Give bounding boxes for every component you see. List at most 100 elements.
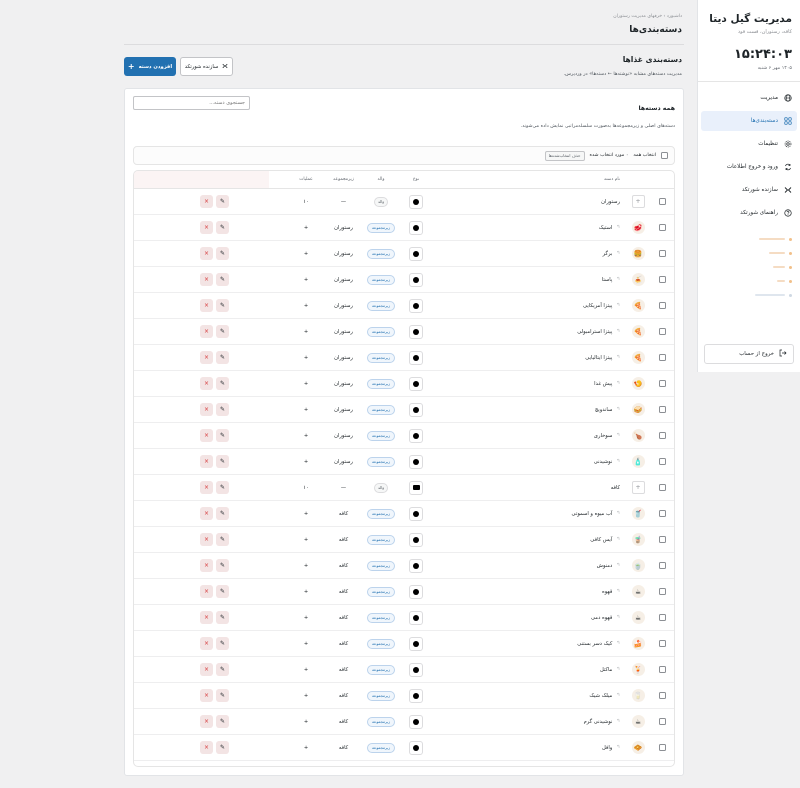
delete-selected-button[interactable]: حذف انتخاب‌شده‌ها [544,150,585,161]
edit-button[interactable]: ✎ [216,325,229,338]
edit-button[interactable]: ✎ [216,481,229,494]
delete-button[interactable]: × [200,351,213,364]
edit-button[interactable]: ✎ [216,429,229,442]
indent-icon: ↰ [616,433,620,438]
delete-button[interactable]: × [200,715,213,728]
indent-icon: ↰ [616,641,620,646]
row-checkbox[interactable] [658,224,666,231]
edit-button[interactable]: ✎ [216,403,229,416]
row-checkbox[interactable] [658,510,666,517]
type-indicator [409,584,423,599]
header-divider [124,44,684,45]
category-name: پیتزا ایتالیایی [585,354,613,361]
row-checkbox[interactable] [658,406,666,413]
hierarchy-badge: زیرمجموعه [367,430,395,441]
edit-button[interactable]: ✎ [216,637,229,650]
logout-button[interactable]: خروج از حساب [704,344,794,364]
edit-button[interactable]: ✎ [216,715,229,728]
edit-button[interactable]: ✎ [216,221,229,234]
delete-button[interactable]: × [200,481,213,494]
row-checkbox[interactable] [658,692,666,699]
row-checkbox[interactable] [658,328,666,335]
edit-button[interactable]: ✎ [216,273,229,286]
row-checkbox[interactable] [658,614,666,621]
categories-table: نام دسته نوع والد زیرمجموعه عملیات + رستو… [133,170,675,767]
sidebar-item-shortcode-help[interactable]: راهنمای شورتکد [701,203,797,223]
delete-button[interactable]: × [200,559,213,572]
delete-button[interactable]: × [200,507,213,520]
delete-button[interactable]: × [200,429,213,442]
edit-button[interactable]: ✎ [216,559,229,572]
delete-button[interactable]: × [200,663,213,676]
edit-button[interactable]: ✎ [216,611,229,624]
sidebar-item-settings[interactable]: تنظیمات [701,134,797,154]
delete-button[interactable]: × [200,689,213,702]
edit-button[interactable]: ✎ [216,455,229,468]
row-checkbox[interactable] [658,744,666,751]
row-checkbox[interactable] [658,354,666,361]
row-checkbox[interactable] [658,536,666,543]
indent-icon: ↰ [616,563,620,568]
row-checkbox[interactable] [658,666,666,673]
edit-button[interactable]: ✎ [216,741,229,754]
edit-button[interactable]: ✎ [216,377,229,390]
sidebar-item-dashboard[interactable]: مدیریت [701,88,797,108]
row-checkbox[interactable] [658,302,666,309]
delete-button[interactable]: × [200,221,213,234]
edit-button[interactable]: ✎ [216,585,229,598]
delete-button[interactable]: × [200,741,213,754]
table-row: 🥛 ↰ میلک شیک زیرمجموعه کافه + × ✎ [134,683,674,709]
delete-button[interactable]: × [200,533,213,546]
select-all-checkbox[interactable] [661,152,668,159]
row-checkbox[interactable] [658,484,666,491]
delete-button[interactable]: × [200,299,213,312]
table-row: 🍰 ↰ کیک دسر بستنی زیرمجموعه کافه + × ✎ [134,631,674,657]
row-checkbox[interactable] [658,562,666,569]
globe-icon [783,94,792,103]
sidebar-item-label: دسته‌بندی‌ها [750,118,778,124]
sidebar-item-shortcode-builder[interactable]: سازنده شورتکد [701,180,797,200]
hierarchy-badge: زیرمجموعه [367,456,395,467]
indent-icon: ↰ [616,589,620,594]
row-checkbox[interactable] [658,198,666,205]
item-count: + [303,536,309,543]
edit-button[interactable]: ✎ [216,247,229,260]
edit-button[interactable]: ✎ [216,689,229,702]
row-checkbox[interactable] [658,458,666,465]
row-checkbox[interactable] [658,250,666,257]
edit-button[interactable]: ✎ [216,195,229,208]
edit-button[interactable]: ✎ [216,299,229,312]
row-checkbox[interactable] [658,640,666,647]
delete-button[interactable]: × [200,585,213,598]
delete-button[interactable]: × [200,455,213,468]
edit-button[interactable]: ✎ [216,507,229,520]
delete-button[interactable]: × [200,637,213,650]
add-category-button[interactable]: + افزودن دسته [124,57,176,76]
edit-button[interactable]: ✎ [216,663,229,676]
edit-button[interactable]: ✎ [216,533,229,546]
sidebar-item-categories[interactable]: دسته‌بندی‌ها [701,111,797,131]
camera-icon [412,485,420,490]
row-checkbox[interactable] [658,276,666,283]
edit-button[interactable]: ✎ [216,351,229,364]
delete-button[interactable]: × [200,273,213,286]
delete-button[interactable]: × [200,325,213,338]
table-row: 🍕 ↰ پیتزا استرامبولی زیرمجموعه رستوران + × ✎ [134,319,674,345]
delete-button[interactable]: × [200,377,213,390]
row-checkbox[interactable] [658,380,666,387]
delete-button[interactable]: × [200,403,213,416]
item-count: + [303,250,309,257]
hierarchy-badge: والد [373,196,389,207]
search-input[interactable] [133,96,250,110]
sidebar-item-import-export[interactable]: ورود و خروج اطلاعات [701,157,797,177]
gear-icon [783,140,792,149]
delete-button[interactable]: × [200,247,213,260]
row-checkbox[interactable] [658,432,666,439]
shortcode-builder-button[interactable]: سازنده شورتکد [180,57,233,76]
delete-button[interactable]: × [200,611,213,624]
row-checkbox[interactable] [658,588,666,595]
indent-icon: ↰ [616,381,620,386]
delete-button[interactable]: × [200,195,213,208]
row-checkbox[interactable] [658,718,666,725]
parent-name: کافه [338,744,349,751]
